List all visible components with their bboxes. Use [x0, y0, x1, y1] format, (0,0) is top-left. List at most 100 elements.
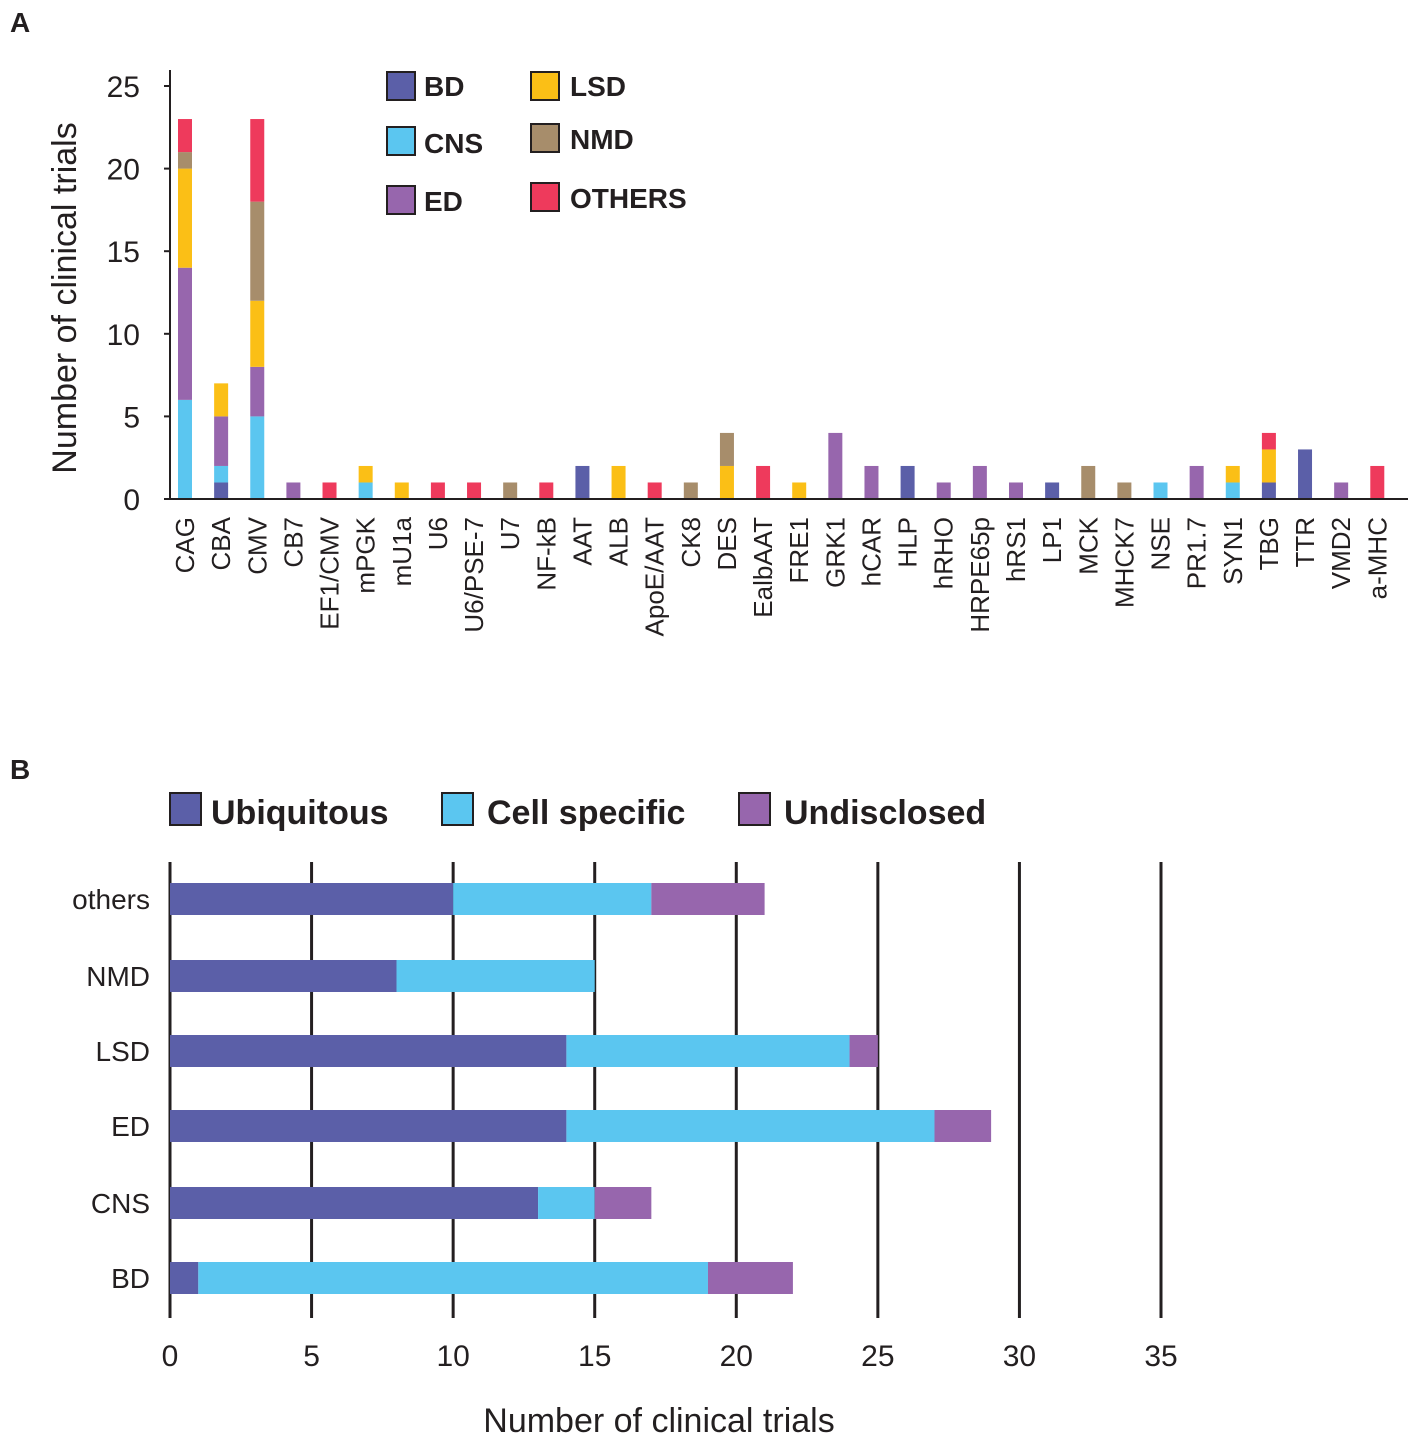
bar-stack-hlp: [900, 465, 915, 499]
x-category-mpgk: mPGK: [351, 516, 381, 593]
legend-swatch-undisclosed: [738, 792, 771, 826]
x-category-alb: ALB: [604, 517, 634, 566]
x-category-hcar: hCAR: [856, 517, 886, 586]
bar-stack-mhck7: [1117, 482, 1132, 499]
bar-stack-des: [719, 432, 734, 499]
legend-swatch-ubiquitous: [169, 792, 202, 826]
x-category-pr1-7: PR1.7: [1182, 517, 1212, 589]
bar-segment-nmd-ubiquitous: [170, 960, 397, 992]
bar-segment-cba-lsd: [214, 383, 229, 417]
x-category-u7: U7: [495, 517, 525, 550]
bar-stack-aat: [575, 465, 590, 499]
panel-a-y-tick-label: 20: [107, 154, 140, 187]
panel-b-x-tick-label: 30: [1003, 1340, 1036, 1373]
bar-segment-ed-undisclosed: [934, 1110, 992, 1142]
bar-stack-cba: [214, 383, 229, 499]
bar-segment-bd-ubiquitous: [170, 1262, 199, 1294]
x-category-hrho: hRHO: [929, 517, 959, 589]
y-category-others: others: [72, 884, 150, 915]
x-category-fre1: FRE1: [784, 517, 814, 583]
legend-item-nmd: NMD: [530, 123, 634, 155]
x-category-ealbaat: EalbAAT: [748, 517, 778, 618]
bar-segment-hcar-ed: [864, 465, 879, 499]
panel-a-y-tick-label: 10: [107, 319, 140, 352]
x-category-a-mhc: a-MHC: [1362, 517, 1392, 599]
bar-segment-cmv-nmd: [250, 201, 265, 301]
legend-item-ubiquitous: Ubiquitous: [169, 792, 389, 832]
bar-segment-cmv-ed: [250, 366, 265, 417]
x-category-ef1-cmv: EF1/CMV: [315, 516, 345, 629]
bar-segment-cmv-lsd: [250, 300, 265, 367]
legend-swatch-ed: [386, 185, 416, 215]
panel-b-x-tick-label: 0: [162, 1340, 179, 1373]
bar-segment-others-undisclosed: [651, 883, 765, 915]
panel-b-x-tick-label: 20: [720, 1340, 753, 1373]
bar-segment-cns-undisclosed: [594, 1187, 652, 1219]
panel-a-y-ticks: 0 5 10 15 20 25: [107, 71, 170, 517]
bar-stack-u7: [503, 482, 518, 499]
legend-label-others: OTHERS: [570, 183, 687, 214]
bar-stack-pr1-7: [1189, 465, 1204, 499]
panel-b-x-tick-label: 25: [861, 1340, 894, 1373]
x-category-grk1: GRK1: [820, 517, 850, 588]
legend-item-bd: BD: [386, 71, 464, 102]
bar-stack-lp1: [1045, 482, 1060, 499]
bar-segment-des-nmd: [719, 432, 734, 466]
legend-label-ed: ED: [424, 186, 463, 217]
bar-segment-cb7-ed: [286, 482, 301, 499]
bar-segment-ealbaat-others: [756, 465, 771, 499]
legend-label-bd: BD: [424, 71, 464, 102]
bar-stack-ttr: [1298, 449, 1313, 499]
bar-row-lsd: [170, 1035, 878, 1067]
panel-a-legend: BD CNS ED LSD NMD OTHERS: [386, 71, 687, 217]
panel-b-x-ticks: 0 5 10 15 20 25 30 35: [162, 1340, 1178, 1373]
bar-segment-cag-others: [178, 119, 192, 153]
legend-label-cns: CNS: [424, 128, 483, 159]
bar-stack-hrs1: [1008, 482, 1023, 499]
bar-segment-cmv-others: [250, 119, 265, 202]
panel-b-label: B: [10, 754, 30, 785]
bar-stack-mu1a: [394, 482, 409, 499]
x-category-cb7: CB7: [278, 517, 308, 568]
bar-stack-cb7: [286, 482, 301, 499]
x-category-hlp: HLP: [893, 517, 923, 568]
bar-stack-ck8: [683, 482, 698, 499]
bar-stack-u6-pse-7: [467, 482, 482, 499]
y-category-bd: BD: [111, 1263, 150, 1294]
x-category-lp1: LP1: [1037, 517, 1067, 563]
bar-stack-apoe-aat: [647, 482, 662, 499]
bar-segment-mck-nmd: [1081, 465, 1096, 499]
bar-segment-ed-cell-specific: [566, 1110, 935, 1142]
x-category-nf-kb: NF-kB: [531, 517, 561, 591]
bar-segment-cag-cns: [178, 399, 192, 499]
x-category-nse: NSE: [1146, 517, 1176, 570]
legend-swatch-nmd: [530, 123, 560, 153]
bar-segment-pr1-7-ed: [1189, 465, 1204, 499]
bar-segment-cns-ubiquitous: [170, 1187, 539, 1219]
legend-item-ed: ED: [386, 185, 463, 217]
panel-a-y-tick-label: 5: [123, 401, 140, 434]
bar-stack-a-mhc: [1370, 465, 1385, 499]
legend-swatch-bd: [386, 71, 416, 101]
bar-segment-cag-nmd: [178, 152, 192, 169]
legend-swatch-cell-specific: [441, 792, 474, 826]
x-category-ck8: CK8: [676, 517, 706, 568]
bar-segment-aat-bd: [575, 465, 590, 499]
panel-b-bars: [170, 883, 992, 1294]
bar-segment-vmd2-ed: [1334, 482, 1349, 499]
panel-b-x-tick-label: 10: [436, 1340, 469, 1373]
bar-segment-ef1-cmv-others: [322, 482, 337, 499]
legend-label-ubiquitous: Ubiquitous: [211, 794, 389, 832]
bar-segment-lsd-ubiquitous: [170, 1035, 567, 1067]
bar-segment-nse-cns: [1153, 482, 1168, 499]
bar-segment-u6-pse-7-others: [467, 482, 482, 499]
bar-segment-others-cell-specific: [453, 883, 652, 915]
panel-b-legend: Ubiquitous Cell specific Undisclosed: [169, 792, 986, 832]
bar-segment-hrpe65p-ed: [972, 465, 987, 499]
bar-segment-ed-ubiquitous: [170, 1110, 567, 1142]
panel-a-bars: [178, 119, 1385, 499]
legend-label-cell-specific: Cell specific: [487, 794, 685, 832]
legend-swatch-others: [530, 182, 560, 212]
